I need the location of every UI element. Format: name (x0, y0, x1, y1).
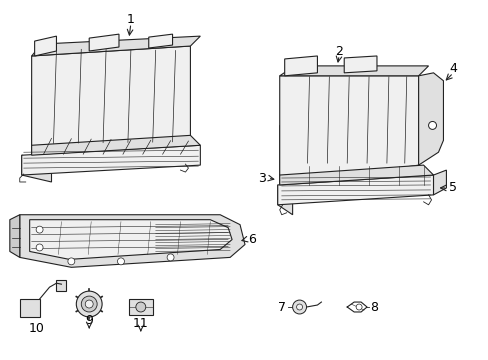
Text: 2: 2 (335, 45, 343, 58)
Circle shape (292, 300, 306, 314)
Circle shape (81, 296, 97, 312)
Polygon shape (32, 96, 51, 170)
Polygon shape (129, 299, 152, 315)
Polygon shape (20, 299, 40, 317)
Circle shape (36, 226, 43, 233)
Polygon shape (30, 220, 232, 260)
Text: 11: 11 (133, 318, 148, 330)
Polygon shape (279, 76, 418, 185)
Polygon shape (148, 34, 172, 48)
Circle shape (36, 244, 43, 251)
Circle shape (85, 300, 93, 308)
Polygon shape (284, 56, 317, 76)
Text: 5: 5 (448, 181, 456, 194)
Polygon shape (279, 66, 427, 76)
Text: 4: 4 (448, 62, 456, 75)
Text: 1: 1 (127, 13, 135, 26)
Circle shape (296, 304, 302, 310)
Text: 8: 8 (369, 301, 377, 314)
Circle shape (68, 258, 75, 265)
Polygon shape (344, 56, 376, 73)
Polygon shape (433, 170, 446, 195)
Text: 10: 10 (29, 322, 44, 336)
Polygon shape (21, 155, 51, 182)
Circle shape (76, 291, 102, 317)
Polygon shape (21, 145, 200, 175)
Polygon shape (89, 34, 119, 51)
Polygon shape (279, 165, 433, 185)
Circle shape (167, 254, 174, 261)
Text: 6: 6 (247, 233, 255, 246)
Text: 9: 9 (85, 314, 93, 327)
Polygon shape (35, 36, 56, 56)
Polygon shape (10, 215, 20, 257)
Circle shape (427, 121, 436, 129)
Polygon shape (56, 280, 66, 291)
Polygon shape (277, 185, 292, 215)
Polygon shape (32, 135, 200, 155)
Polygon shape (418, 73, 443, 165)
Polygon shape (277, 175, 433, 205)
Polygon shape (32, 46, 190, 155)
Circle shape (117, 258, 124, 265)
Polygon shape (279, 125, 294, 195)
Circle shape (355, 304, 361, 310)
Polygon shape (32, 36, 200, 56)
Circle shape (136, 302, 145, 312)
Polygon shape (20, 215, 244, 267)
Text: 7: 7 (277, 301, 285, 314)
Text: 3: 3 (257, 171, 265, 185)
